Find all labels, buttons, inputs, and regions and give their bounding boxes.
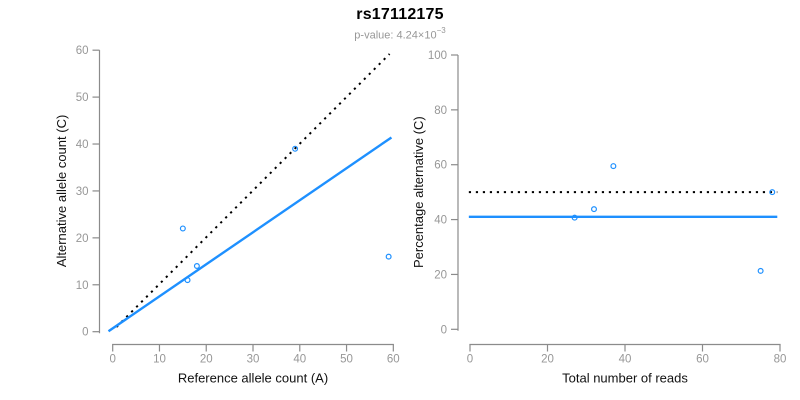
y-tick-label: 20 — [434, 269, 447, 281]
left-y-axis-title: Alternative allele count (C) — [54, 115, 69, 267]
y-tick-label: 20 — [76, 233, 89, 245]
scatter-panel-left: 0 10 20 30 40 50 60 0 10 20 30 40 50 60 Reference alle… — [54, 45, 400, 385]
y-axis-ticks: 0 10 20 30 40 50 60 — [76, 45, 100, 339]
x-tick-label: 30 — [247, 354, 260, 366]
y-tick-label: 100 — [428, 50, 447, 62]
data-point — [179, 225, 186, 232]
x-axis-ticks: 0 20 40 60 80 — [467, 344, 787, 366]
data-point — [757, 267, 764, 274]
y-tick-label: 0 — [441, 324, 447, 336]
y-tick-label: 50 — [76, 92, 89, 104]
x-axis-ticks: 0 10 20 30 40 50 60 — [109, 344, 400, 366]
data-point — [769, 189, 776, 196]
x-tick-label: 20 — [200, 354, 213, 366]
identity-line — [115, 53, 391, 328]
y-tick-label: 10 — [76, 280, 89, 292]
x-tick-label: 0 — [467, 354, 473, 366]
x-tick-label: 50 — [340, 354, 353, 366]
pvalue-text: p-value: 4.24×10 — [354, 29, 437, 42]
y-tick-label: 60 — [76, 45, 89, 57]
data-point — [292, 145, 299, 152]
data-points — [179, 145, 392, 284]
x-tick-label: 60 — [696, 354, 709, 366]
x-tick-label: 40 — [619, 354, 632, 366]
chart-header: rs17112175 p-value: 4.24×10−3 — [0, 0, 800, 42]
data-point — [385, 253, 392, 260]
data-points — [571, 163, 776, 274]
y-tick-label: 0 — [82, 327, 88, 339]
pvalue-exponent: −3 — [436, 26, 446, 35]
y-tick-label: 80 — [434, 105, 447, 117]
x-tick-label: 80 — [774, 354, 787, 366]
left-x-axis-title: Reference allele count (A) — [178, 371, 328, 386]
x-tick-label: 20 — [541, 354, 554, 366]
data-point — [610, 163, 617, 170]
data-point — [193, 263, 200, 270]
x-tick-label: 40 — [293, 354, 306, 366]
y-tick-label: 30 — [76, 186, 89, 198]
data-point — [571, 214, 578, 221]
x-tick-label: 60 — [387, 354, 400, 366]
y-tick-label: 40 — [76, 139, 89, 151]
fit-line — [107, 136, 393, 333]
scatter-panel-right: 0 20 40 60 80 100 0 20 40 60 80 Total number of rea… — [411, 50, 786, 386]
plot-title: rs17112175 — [356, 6, 444, 23]
right-y-axis-title: Percentage alternative (C) — [411, 116, 426, 268]
x-tick-label: 10 — [153, 354, 166, 366]
plot-subtitle: p-value: 4.24×10−3 — [0, 26, 800, 42]
y-tick-label: 40 — [434, 215, 447, 227]
right-x-axis-title: Total number of reads — [562, 371, 688, 386]
data-point — [184, 277, 191, 284]
y-tick-label: 60 — [434, 160, 447, 172]
x-tick-label: 0 — [109, 354, 115, 366]
y-axis-ticks: 0 20 40 60 80 100 — [428, 50, 458, 336]
data-point — [590, 206, 597, 213]
